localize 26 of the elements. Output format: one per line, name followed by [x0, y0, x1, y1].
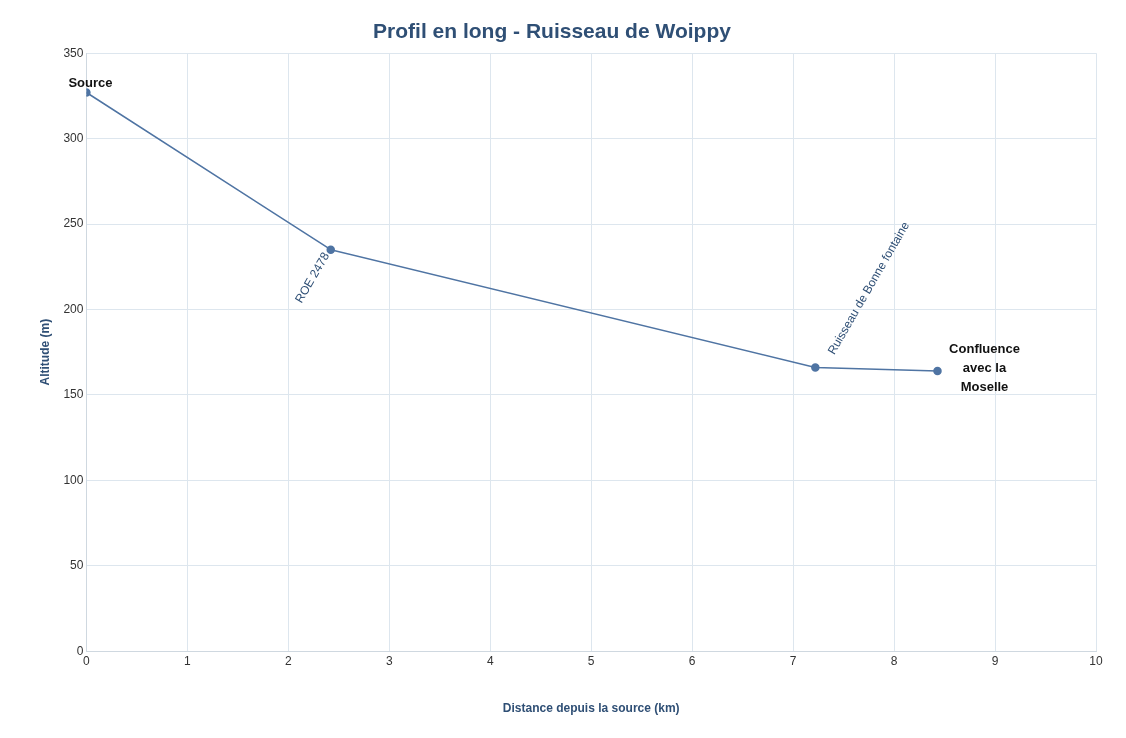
x-tick-label: 8 — [890, 653, 898, 668]
x-tick-label: 4 — [486, 653, 494, 668]
x-axis-title: Distance depuis la source (km) — [502, 701, 680, 716]
x-tick-label: 6 — [688, 653, 696, 668]
x-tick-label: 3 — [385, 653, 393, 668]
point — [933, 366, 942, 376]
x-tick-label: 5 — [587, 653, 595, 668]
point — [326, 245, 335, 254]
x-tick-label: 1 — [184, 653, 192, 668]
x-tick-label: 2 — [284, 653, 292, 668]
x-tick-label: 7 — [789, 653, 797, 668]
y-tick-label: 350 — [63, 45, 84, 60]
y-tick-label: 300 — [63, 130, 84, 145]
y-tick-label: 250 — [63, 216, 84, 231]
x-tick-label: 10 — [1089, 653, 1103, 668]
y-tick-label: 200 — [63, 301, 84, 316]
x-tick-label: 9 — [991, 653, 999, 668]
annotation: Confluence avec la Moselle — [949, 340, 1020, 394]
y-tick-label: 50 — [70, 558, 84, 573]
chart-title: Profil en long - Ruisseau de Woippy — [373, 19, 732, 43]
y-tick-label: 0 — [76, 643, 84, 658]
y-tick-label: 100 — [63, 472, 84, 487]
annotation: Source — [68, 74, 113, 90]
y-axis-title: Altitude (m) — [37, 318, 52, 386]
point — [811, 363, 820, 372]
y-tick-label: 150 — [63, 387, 84, 402]
